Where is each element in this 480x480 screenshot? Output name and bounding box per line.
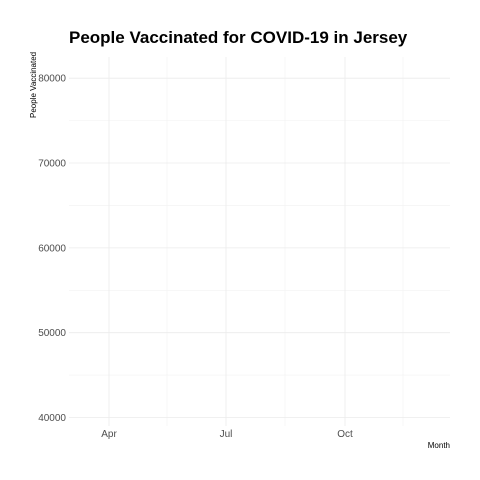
chart-title: People Vaccinated for COVID-19 in Jersey [69,28,408,47]
y-tick-label: 50000 [38,328,66,339]
y-tick-label: 80000 [38,74,66,85]
x-tick-label: Oct [337,429,353,440]
y-axis-label: People Vaccinated [29,52,38,118]
y-tick-label: 70000 [38,159,66,170]
x-axis-label: Month [428,441,450,450]
x-tick-label: Jul [220,429,233,440]
grid [69,57,450,426]
y-axis-ticks: 40000 50000 60000 70000 80000 [38,74,66,424]
x-axis-ticks: Apr Jul Oct [101,429,353,440]
y-tick-label: 40000 [38,413,66,424]
x-tick-label: Apr [101,429,117,440]
y-tick-label: 60000 [38,243,66,254]
